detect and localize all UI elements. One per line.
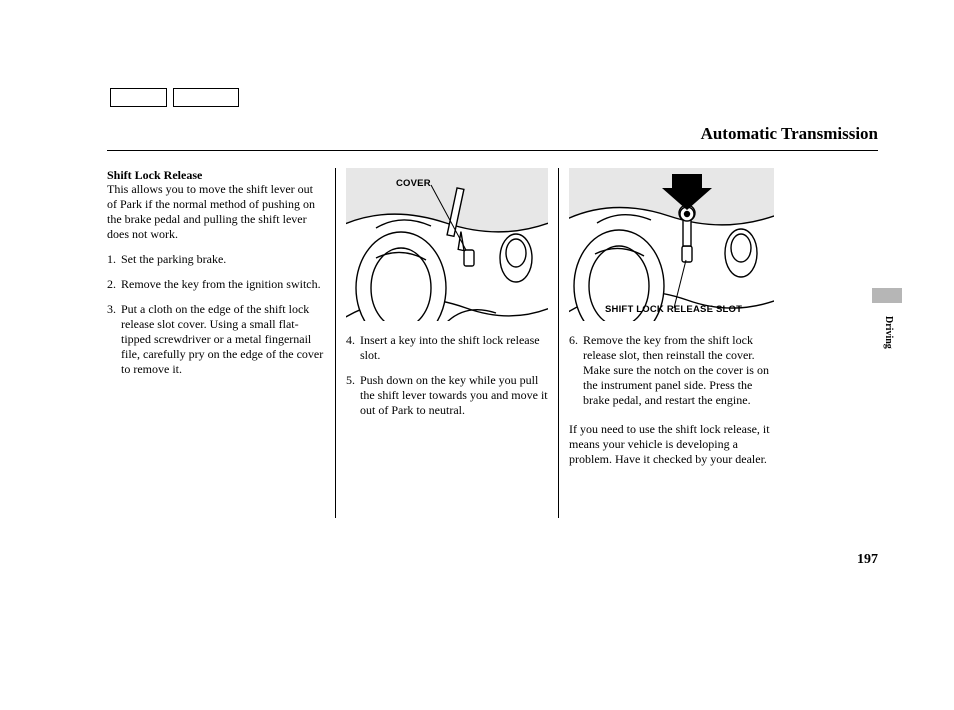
closing-text: If you need to use the shift lock releas… <box>569 422 774 467</box>
manual-page: Automatic Transmission Driving Shift Loc… <box>0 0 954 710</box>
step-2: 2. Remove the key from the ignition swit… <box>107 277 325 292</box>
step-text: Set the parking brake. <box>121 252 325 267</box>
page-title: Automatic Transmission <box>701 124 878 144</box>
step-text: Remove the key from the ignition switch. <box>121 277 325 292</box>
step-1: 1. Set the parking brake. <box>107 252 325 267</box>
step-number: 6. <box>569 333 583 408</box>
figure-slot: SHIFT LOCK RELEASE SLOT <box>569 168 774 321</box>
figure-cover: COVER <box>346 168 548 321</box>
step-number: 5. <box>346 373 360 418</box>
step-4: 4. Insert a key into the shift lock rele… <box>346 333 548 363</box>
step-3: 3. Put a cloth on the edge of the shift … <box>107 302 325 377</box>
intro-text: This allows you to move the shift lever … <box>107 182 325 242</box>
step-number: 4. <box>346 333 360 363</box>
figure-label-slot: SHIFT LOCK RELEASE SLOT <box>605 304 742 315</box>
figure-label-cover: COVER <box>396 178 431 189</box>
slot-illustration <box>569 168 774 321</box>
step-text: Push down on the key while you pull the … <box>360 373 548 418</box>
cover-illustration <box>346 168 548 321</box>
step-6: 6. Remove the key from the shift lock re… <box>569 333 774 408</box>
step-number: 3. <box>107 302 121 377</box>
subsection-title: Shift Lock Release <box>107 168 325 182</box>
content-columns: Shift Lock Release This allows you to mo… <box>107 168 878 518</box>
page-number: 197 <box>857 552 878 568</box>
column-1: Shift Lock Release This allows you to mo… <box>107 168 335 518</box>
column-2: COVER <box>335 168 558 518</box>
index-boxes <box>110 88 239 107</box>
index-box-2 <box>173 88 239 107</box>
step-number: 1. <box>107 252 121 267</box>
header-rule <box>107 150 878 151</box>
index-box-1 <box>110 88 167 107</box>
step-text: Put a cloth on the edge of the shift loc… <box>121 302 325 377</box>
step-5: 5. Push down on the key while you pull t… <box>346 373 548 418</box>
step-text: Insert a key into the shift lock release… <box>360 333 548 363</box>
section-label: Driving <box>883 316 894 349</box>
step-text: Remove the key from the shift lock relea… <box>583 333 774 408</box>
column-3: SHIFT LOCK RELEASE SLOT <box>558 168 784 518</box>
step-number: 2. <box>107 277 121 292</box>
